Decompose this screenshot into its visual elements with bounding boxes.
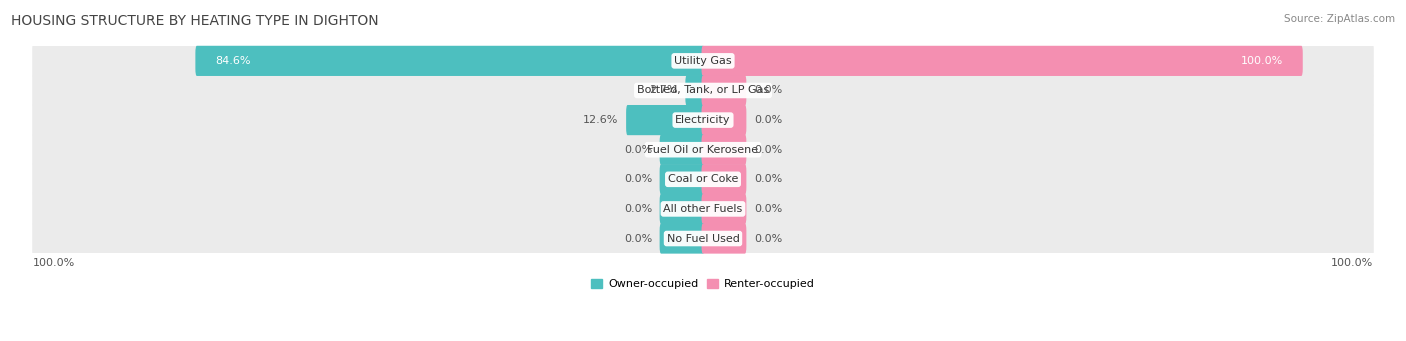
FancyBboxPatch shape — [702, 75, 747, 106]
Text: 100.0%: 100.0% — [32, 258, 75, 268]
FancyBboxPatch shape — [702, 46, 1303, 76]
Text: Fuel Oil or Kerosene: Fuel Oil or Kerosene — [647, 145, 759, 155]
FancyBboxPatch shape — [195, 46, 704, 76]
Text: 0.0%: 0.0% — [754, 204, 782, 214]
Text: 84.6%: 84.6% — [215, 56, 250, 66]
FancyBboxPatch shape — [702, 105, 747, 135]
FancyBboxPatch shape — [685, 75, 704, 106]
FancyBboxPatch shape — [702, 135, 747, 165]
Text: 100.0%: 100.0% — [1331, 258, 1374, 268]
FancyBboxPatch shape — [32, 193, 1374, 225]
FancyBboxPatch shape — [659, 135, 704, 165]
Text: 0.0%: 0.0% — [624, 145, 652, 155]
Legend: Owner-occupied, Renter-occupied: Owner-occupied, Renter-occupied — [586, 274, 820, 293]
Text: 100.0%: 100.0% — [1241, 56, 1284, 66]
Text: No Fuel Used: No Fuel Used — [666, 234, 740, 243]
Text: 2.7%: 2.7% — [650, 86, 678, 95]
FancyBboxPatch shape — [659, 223, 704, 254]
FancyBboxPatch shape — [32, 163, 1374, 195]
FancyBboxPatch shape — [626, 105, 704, 135]
Text: Utility Gas: Utility Gas — [675, 56, 731, 66]
Text: HOUSING STRUCTURE BY HEATING TYPE IN DIGHTON: HOUSING STRUCTURE BY HEATING TYPE IN DIG… — [11, 14, 378, 28]
Text: 0.0%: 0.0% — [754, 115, 782, 125]
Text: 0.0%: 0.0% — [754, 145, 782, 155]
FancyBboxPatch shape — [659, 194, 704, 224]
FancyBboxPatch shape — [659, 164, 704, 194]
FancyBboxPatch shape — [702, 223, 747, 254]
FancyBboxPatch shape — [32, 74, 1374, 106]
FancyBboxPatch shape — [702, 164, 747, 194]
Text: 0.0%: 0.0% — [754, 174, 782, 184]
FancyBboxPatch shape — [32, 45, 1374, 77]
Text: 0.0%: 0.0% — [624, 174, 652, 184]
FancyBboxPatch shape — [702, 194, 747, 224]
Text: 0.0%: 0.0% — [624, 204, 652, 214]
FancyBboxPatch shape — [32, 104, 1374, 136]
FancyBboxPatch shape — [32, 134, 1374, 166]
Text: Bottled, Tank, or LP Gas: Bottled, Tank, or LP Gas — [637, 86, 769, 95]
Text: 12.6%: 12.6% — [583, 115, 619, 125]
Text: All other Fuels: All other Fuels — [664, 204, 742, 214]
Text: 0.0%: 0.0% — [754, 234, 782, 243]
Text: Electricity: Electricity — [675, 115, 731, 125]
Text: 0.0%: 0.0% — [624, 234, 652, 243]
Text: Source: ZipAtlas.com: Source: ZipAtlas.com — [1284, 14, 1395, 24]
FancyBboxPatch shape — [32, 223, 1374, 254]
Text: Coal or Coke: Coal or Coke — [668, 174, 738, 184]
Text: 0.0%: 0.0% — [754, 86, 782, 95]
